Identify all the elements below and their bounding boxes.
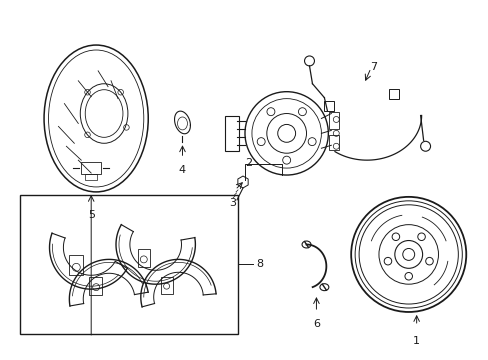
Bar (328, 135, 339, 150)
Bar (388, 89, 398, 99)
Bar (20, 195, 238, 334)
Bar (161, 277, 172, 294)
Text: 7: 7 (370, 62, 377, 72)
Bar (224, 116, 239, 151)
Bar (324, 100, 334, 111)
Bar (81, 162, 101, 174)
Bar (89, 277, 102, 295)
Text: 8: 8 (255, 259, 263, 269)
Bar (69, 255, 83, 275)
Text: 1: 1 (412, 336, 419, 346)
Text: 2: 2 (245, 158, 252, 168)
Text: 4: 4 (179, 165, 185, 175)
Text: 6: 6 (312, 319, 319, 329)
Text: 3: 3 (229, 198, 236, 208)
Bar (138, 249, 149, 267)
Bar (85, 174, 97, 180)
Text: 5: 5 (87, 210, 95, 220)
Bar (328, 112, 339, 129)
